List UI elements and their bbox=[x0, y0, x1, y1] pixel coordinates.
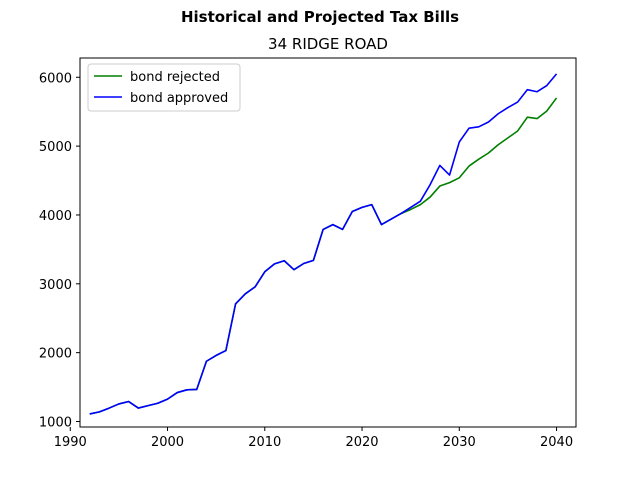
y-tick-label: 4000 bbox=[39, 209, 72, 224]
legend: bond rejected bond approved bbox=[87, 63, 241, 112]
plot-lines bbox=[89, 73, 558, 415]
y-tick-label: 6000 bbox=[39, 71, 72, 86]
legend-label-1: bond rejected bbox=[130, 70, 220, 85]
series-line-1 bbox=[89, 97, 558, 415]
legend-label-2: bond approved bbox=[130, 91, 228, 106]
x-tick-label: 2040 bbox=[540, 435, 573, 450]
x-tick-label: 2030 bbox=[443, 435, 476, 450]
x-tick-label: 2000 bbox=[151, 435, 184, 450]
x-tick-label: 2020 bbox=[345, 435, 378, 450]
legend-box bbox=[87, 63, 241, 112]
y-tick-label: 5000 bbox=[39, 140, 72, 155]
axes: 1990 2000 2010 2020 2030 2040 1000 2000 3000 4000… bbox=[39, 57, 577, 450]
x-tick-label: 1990 bbox=[54, 435, 87, 450]
y-tick-label: 1000 bbox=[39, 415, 72, 430]
chart-title: Historical and Projected Tax Bills bbox=[181, 8, 459, 26]
chart-subtitle: 34 RIDGE ROAD bbox=[268, 35, 388, 53]
y-tick-label: 3000 bbox=[39, 278, 72, 293]
plot-frame bbox=[79, 57, 577, 428]
x-tick-label: 2010 bbox=[248, 435, 281, 450]
y-tick-label: 2000 bbox=[39, 347, 72, 362]
series-line-2 bbox=[89, 73, 558, 415]
